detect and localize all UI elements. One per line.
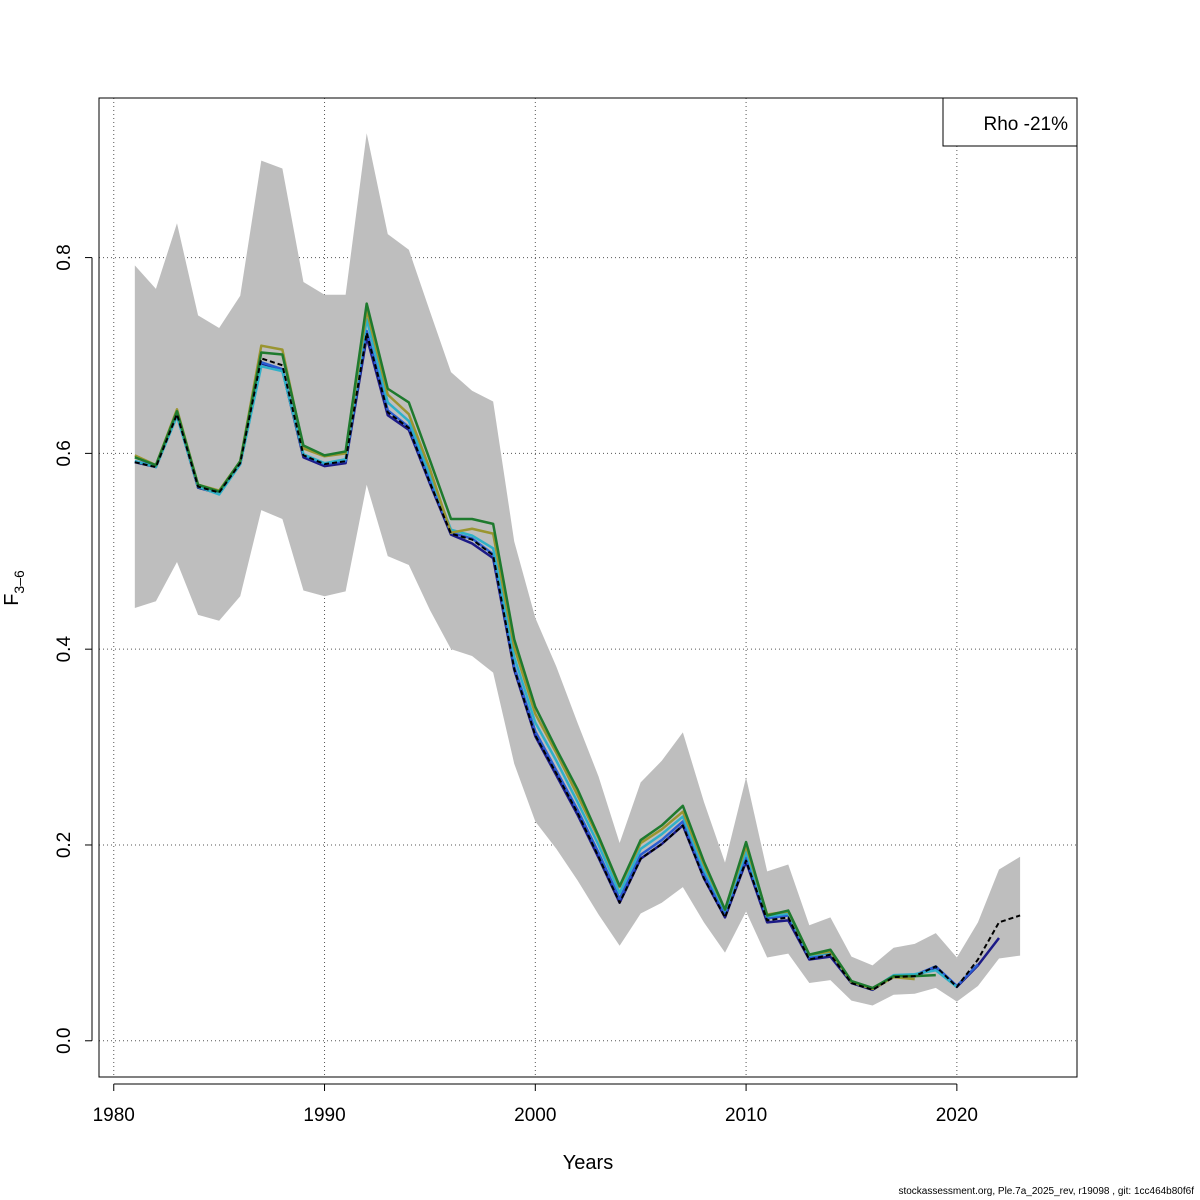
- confidence-band: [134, 133, 1021, 1006]
- y-tick-label: 0.0: [54, 1028, 75, 1054]
- y-tick-label-group: 0.8: [54, 244, 75, 270]
- x-tick-label: 2020: [936, 1105, 978, 1126]
- footer-text: stockassessment.org, Ple.7a_2025_rev, r1…: [898, 1186, 1194, 1197]
- y-tick-label: 0.4: [54, 636, 75, 663]
- legend: Rho -21%: [942, 97, 1078, 147]
- y-tick-label-group: 0.6: [54, 440, 75, 466]
- svg-text:F3–6: F3–6: [1, 570, 27, 606]
- plot-frame: [98, 97, 1078, 1078]
- y-axis-title: F3–6: [1, 570, 27, 606]
- legend-box: [942, 97, 1078, 147]
- x-tick-label: 1990: [303, 1105, 345, 1126]
- y-tick-label-group: 0.2: [54, 832, 75, 858]
- series-line-peel_green: [134, 302, 936, 990]
- y-tick-label: 0.2: [54, 832, 75, 858]
- y-tick-label-group: 0.0: [54, 1028, 75, 1054]
- y-tick-label: 0.8: [54, 244, 75, 270]
- grid: [99, 98, 1077, 1077]
- x-tick-label: 2000: [514, 1105, 556, 1126]
- x-tick-label: 1980: [93, 1105, 135, 1126]
- plot-area: [134, 133, 1021, 1006]
- y-tick-label-group: 0.4: [54, 636, 75, 663]
- y-axis: 0.0 0.2 0.4 0.6 0.8: [54, 244, 93, 1054]
- y-axis-title-subscript: 3–6: [11, 570, 27, 594]
- x-tick-label: 2010: [725, 1105, 767, 1126]
- y-axis-title-main: F: [1, 594, 23, 606]
- legend-text: Rho -21%: [984, 114, 1069, 135]
- x-axis-title: Years: [563, 1152, 613, 1174]
- y-tick-label: 0.6: [54, 440, 75, 466]
- x-axis: 1980 1990 2000 2010 2020: [93, 1083, 978, 1126]
